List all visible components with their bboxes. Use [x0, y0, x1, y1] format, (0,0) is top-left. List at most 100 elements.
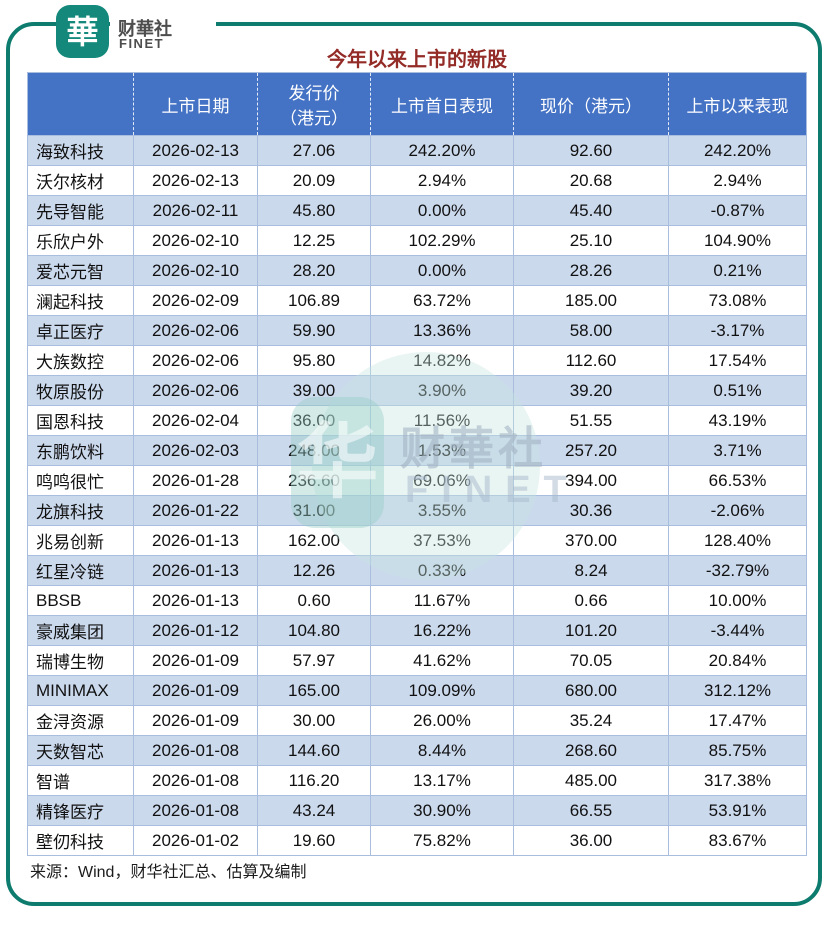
- table-cell: 109.09%: [370, 675, 514, 706]
- brand-name: 财華社: [118, 19, 172, 39]
- table-cell: 13.36%: [370, 315, 514, 346]
- table-cell: 73.08%: [668, 285, 807, 316]
- table-row: 瑞博生物 2026-01-09 57.97 41.62% 70.05 20.84%: [27, 645, 807, 676]
- header-cell: 现价（港元）: [513, 72, 669, 136]
- table-cell: 112.60: [513, 345, 669, 376]
- table-cell: 2026-01-08: [133, 765, 258, 796]
- table-row: 龙旗科技 2026-01-22 31.00 3.55% 30.36 -2.06%: [27, 495, 807, 526]
- table-cell: 58.00: [513, 315, 669, 346]
- header-cell: 上市首日表现: [370, 72, 514, 136]
- table-cell: 257.20: [513, 435, 669, 466]
- table-cell: 2026-02-06: [133, 315, 258, 346]
- table-cell: 26.00%: [370, 705, 514, 736]
- table-row: 金浔资源 2026-01-09 30.00 26.00% 35.24 17.47%: [27, 705, 807, 736]
- stock-name-cell: 大族数控: [27, 345, 134, 376]
- table-row: 天数智芯 2026-01-08 144.60 8.44% 268.60 85.75%: [27, 735, 807, 766]
- logo-glyph: 華: [66, 13, 99, 50]
- table-cell: 242.20%: [668, 135, 807, 166]
- new-stocks-table: 上市日期 发行价 （港元） 上市首日表现 现价（港元） 上市以来表现 海致科技 2026-0…: [27, 72, 807, 856]
- stock-name-cell: 豪威集团: [27, 615, 134, 646]
- stock-name-cell: 海致科技: [27, 135, 134, 166]
- table-cell: 2.94%: [370, 165, 514, 196]
- table-cell: 2026-01-22: [133, 495, 258, 526]
- table-cell: 3.90%: [370, 375, 514, 406]
- header-cell: 上市日期: [133, 72, 258, 136]
- stock-name-cell: 壁仞科技: [27, 825, 134, 856]
- stock-name-cell: 天数智芯: [27, 735, 134, 766]
- stock-name-cell: 卓正医疗: [27, 315, 134, 346]
- table-row: 海致科技 2026-02-13 27.06 242.20% 92.60 242.20%: [27, 135, 807, 166]
- table-cell: 317.38%: [668, 765, 807, 796]
- stock-name-cell: 鸣鸣很忙: [27, 465, 134, 496]
- table-row: 牧原股份 2026-02-06 39.00 3.90% 39.20 0.51%: [27, 375, 807, 406]
- table-cell: 2026-01-09: [133, 705, 258, 736]
- table-cell: 12.26: [257, 555, 371, 586]
- logo-background-patch: [110, 17, 216, 31]
- brand-subname: FINET: [119, 36, 165, 51]
- table-cell: 8.24: [513, 555, 669, 586]
- table-row: 鸣鸣很忙 2026-01-28 236.60 69.06% 394.00 66.53%: [27, 465, 807, 496]
- table-cell: 95.80: [257, 345, 371, 376]
- table-cell: 116.20: [257, 765, 371, 796]
- table-cell: 185.00: [513, 285, 669, 316]
- table-cell: 14.82%: [370, 345, 514, 376]
- table-row: 壁仞科技 2026-01-02 19.60 75.82% 36.00 83.67%: [27, 825, 807, 856]
- table-cell: 85.75%: [668, 735, 807, 766]
- table-cell: 30.36: [513, 495, 669, 526]
- table-cell: 2.94%: [668, 165, 807, 196]
- table-cell: 36.00: [257, 405, 371, 436]
- table-cell: 0.33%: [370, 555, 514, 586]
- table-row: 卓正医疗 2026-02-06 59.90 13.36% 58.00 -3.17%: [27, 315, 807, 346]
- table-cell: 36.00: [513, 825, 669, 856]
- table-cell: 144.60: [257, 735, 371, 766]
- table-cell: 2026-02-13: [133, 165, 258, 196]
- stock-name-cell: 智谱: [27, 765, 134, 796]
- table-cell: 35.24: [513, 705, 669, 736]
- table-cell: 2026-01-13: [133, 585, 258, 616]
- table-cell: 39.00: [257, 375, 371, 406]
- table-cell: 20.68: [513, 165, 669, 196]
- table-row: 先导智能 2026-02-11 45.80 0.00% 45.40 -0.87%: [27, 195, 807, 226]
- table-cell: 57.97: [257, 645, 371, 676]
- table-cell: 2026-02-03: [133, 435, 258, 466]
- table-cell: 20.09: [257, 165, 371, 196]
- table-cell: 70.05: [513, 645, 669, 676]
- table-cell: 12.25: [257, 225, 371, 256]
- teal-rounded-frame: [6, 22, 822, 906]
- table-cell: 16.22%: [370, 615, 514, 646]
- table-cell: 2026-02-10: [133, 225, 258, 256]
- table-cell: 63.72%: [370, 285, 514, 316]
- table-row: 豪威集团 2026-01-12 104.80 16.22% 101.20 -3.44%: [27, 615, 807, 646]
- table-row: 大族数控 2026-02-06 95.80 14.82% 112.60 17.54%: [27, 345, 807, 376]
- table-cell: 312.12%: [668, 675, 807, 706]
- table-cell: 102.29%: [370, 225, 514, 256]
- stock-name-cell: 牧原股份: [27, 375, 134, 406]
- table-cell: 2026-01-08: [133, 735, 258, 766]
- table-cell: 2026-02-13: [133, 135, 258, 166]
- table-cell: 128.40%: [668, 525, 807, 556]
- table-cell: 2026-01-13: [133, 555, 258, 586]
- stock-name-cell: 金浔资源: [27, 705, 134, 736]
- table-cell: 370.00: [513, 525, 669, 556]
- table-cell: 11.56%: [370, 405, 514, 436]
- table-cell: 268.60: [513, 735, 669, 766]
- header-cell: 上市以来表现: [668, 72, 807, 136]
- table-cell: 0.21%: [668, 255, 807, 286]
- stock-name-cell: 红星冷链: [27, 555, 134, 586]
- table-cell: 83.67%: [668, 825, 807, 856]
- header-cell: 发行价 （港元）: [257, 72, 371, 136]
- table-cell: 0.00%: [370, 255, 514, 286]
- table-cell: 39.20: [513, 375, 669, 406]
- table-cell: 17.54%: [668, 345, 807, 376]
- table-cell: 27.06: [257, 135, 371, 166]
- table-cell: 31.00: [257, 495, 371, 526]
- table-cell: 2026-02-10: [133, 255, 258, 286]
- table-cell: 17.47%: [668, 705, 807, 736]
- stock-name-cell: BBSB: [27, 585, 134, 616]
- table-cell: 11.67%: [370, 585, 514, 616]
- table-cell: 45.80: [257, 195, 371, 226]
- stock-name-cell: 乐欣户外: [27, 225, 134, 256]
- table-cell: 106.89: [257, 285, 371, 316]
- table-header-row: 上市日期 发行价 （港元） 上市首日表现 现价（港元） 上市以来表现: [27, 72, 807, 136]
- table-cell: 485.00: [513, 765, 669, 796]
